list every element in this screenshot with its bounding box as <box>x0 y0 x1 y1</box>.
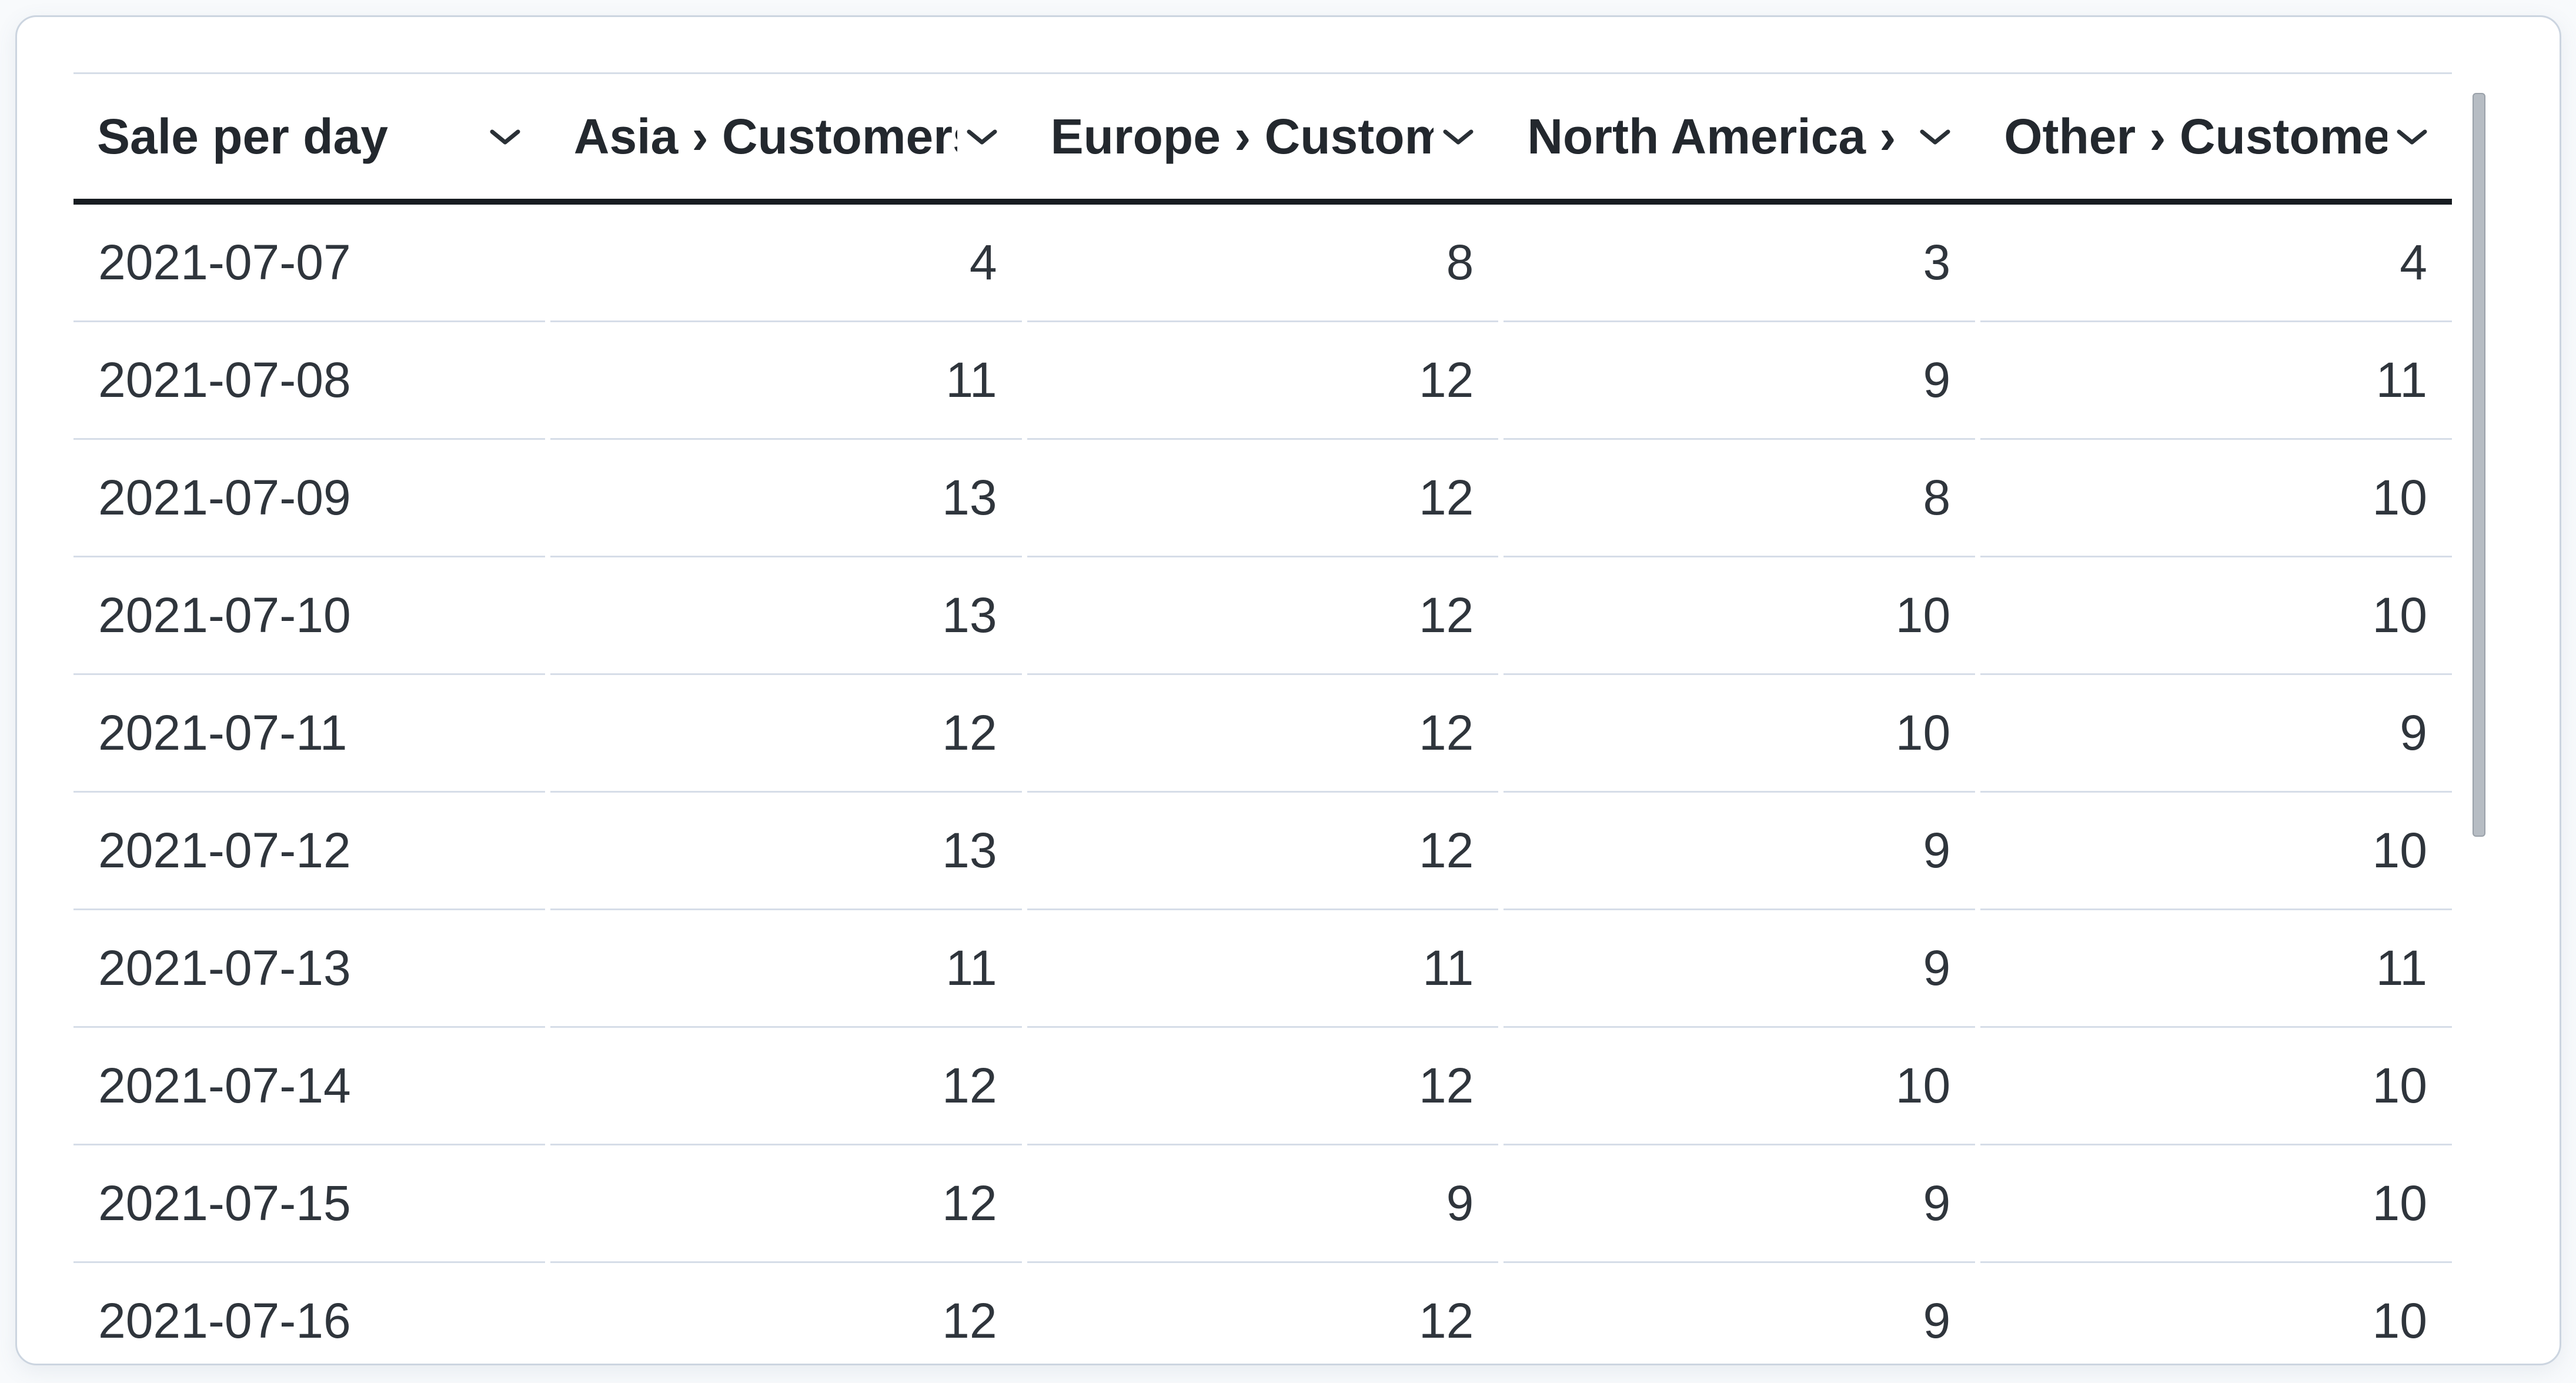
value-cell[interactable]: 9 <box>1980 675 2452 793</box>
date-cell[interactable]: 2021-07-12 <box>73 793 545 910</box>
value-cell[interactable]: 10 <box>1503 557 1976 675</box>
value-cell[interactable]: 12 <box>1027 557 1499 675</box>
table-row: 2021-07-08 11 12 9 11 <box>73 322 2452 440</box>
value-cell[interactable]: 9 <box>1503 793 1976 910</box>
value-cell[interactable]: 9 <box>1503 1263 1975 1364</box>
date-cell[interactable]: 2021-07-09 <box>73 440 545 557</box>
value-cell[interactable]: 9 <box>1503 910 1976 1028</box>
chevron-down-icon[interactable] <box>489 127 522 146</box>
value-cell[interactable]: 11 <box>1980 322 2452 440</box>
table-row: 2021-07-13 11 11 9 11 <box>73 910 2452 1028</box>
value-cell[interactable]: 12 <box>1027 440 1499 557</box>
table-body: 2021-07-07 4 8 3 4 2021-07-08 11 12 9 11… <box>73 205 2452 1364</box>
date-cell[interactable]: 2021-07-08 <box>73 322 545 440</box>
value-cell[interactable]: 12 <box>1027 322 1499 440</box>
value-cell[interactable]: 12 <box>550 675 1022 793</box>
column-header-label: Sale per day <box>97 108 388 164</box>
value-cell[interactable]: 10 <box>1980 1263 2452 1364</box>
value-cell[interactable]: 10 <box>1980 557 2452 675</box>
value-cell[interactable]: 12 <box>1027 675 1499 793</box>
value-cell[interactable]: 10 <box>1503 1028 1976 1145</box>
value-cell[interactable]: 11 <box>550 322 1022 440</box>
value-cell[interactable]: 10 <box>1503 675 1976 793</box>
chevron-down-icon[interactable] <box>965 127 998 146</box>
value-cell[interactable]: 9 <box>1503 1145 1976 1263</box>
value-cell[interactable]: 13 <box>550 793 1022 910</box>
chevron-down-icon[interactable] <box>1442 127 1475 146</box>
table-row: 2021-07-15 12 9 9 10 <box>73 1145 2452 1263</box>
table-row: 2021-07-14 12 12 10 10 <box>73 1028 2452 1145</box>
value-cell[interactable]: 9 <box>1503 322 1976 440</box>
value-cell[interactable]: 11 <box>1027 910 1499 1028</box>
date-cell[interactable]: 2021-07-10 <box>73 557 545 675</box>
chevron-down-icon[interactable] <box>1919 127 1952 146</box>
column-header-label: North America › Customers <box>1527 108 1910 164</box>
value-cell[interactable]: 8 <box>1027 205 1499 322</box>
column-header-label: Other › Customers <box>2004 108 2387 164</box>
value-cell[interactable]: 11 <box>1980 910 2452 1028</box>
value-cell[interactable]: 4 <box>1980 205 2452 322</box>
chevron-down-icon[interactable] <box>2395 127 2428 146</box>
column-header-asia-customers[interactable]: Asia › Customers <box>550 74 1022 199</box>
value-cell[interactable]: 12 <box>1027 1028 1499 1145</box>
table-header-row: Sale per day Asia › Customers Europe › C… <box>73 72 2452 205</box>
value-cell[interactable]: 12 <box>1027 793 1499 910</box>
table-row: 2021-07-16 12 12 9 10 <box>73 1263 2452 1364</box>
date-cell[interactable]: 2021-07-07 <box>73 205 545 322</box>
vertical-scrollbar-thumb[interactable] <box>2473 93 2485 837</box>
value-cell[interactable]: 10 <box>1980 1028 2452 1145</box>
value-cell[interactable]: 10 <box>1980 440 2452 557</box>
table-row: 2021-07-11 12 12 10 9 <box>73 675 2452 793</box>
column-header-sale-per-day[interactable]: Sale per day <box>73 74 545 199</box>
value-cell[interactable]: 10 <box>1980 793 2452 910</box>
value-cell[interactable]: 13 <box>550 557 1022 675</box>
value-cell[interactable]: 3 <box>1503 205 1976 322</box>
date-cell[interactable]: 2021-07-13 <box>73 910 545 1028</box>
data-table: Sale per day Asia › Customers Europe › C… <box>73 72 2452 1364</box>
table-row: 2021-07-10 13 12 10 10 <box>73 557 2452 675</box>
table-row: 2021-07-07 4 8 3 4 <box>73 205 2452 322</box>
date-cell[interactable]: 2021-07-14 <box>73 1028 545 1145</box>
value-cell[interactable]: 10 <box>1980 1145 2452 1263</box>
value-cell[interactable]: 12 <box>550 1028 1022 1145</box>
column-header-label: Europe › Customers <box>1050 108 1434 164</box>
table-row: 2021-07-12 13 12 9 10 <box>73 793 2452 910</box>
value-cell[interactable]: 13 <box>550 440 1022 557</box>
date-cell[interactable]: 2021-07-11 <box>73 675 545 793</box>
table-row: 2021-07-09 13 12 8 10 <box>73 440 2452 557</box>
value-cell[interactable]: 12 <box>550 1145 1022 1263</box>
date-cell[interactable]: 2021-07-15 <box>73 1145 545 1263</box>
value-cell[interactable]: 12 <box>550 1263 1022 1364</box>
value-cell[interactable]: 12 <box>1027 1263 1499 1364</box>
column-header-north-america-customers[interactable]: North America › Customers <box>1503 74 1975 199</box>
value-cell[interactable]: 11 <box>550 910 1022 1028</box>
value-cell[interactable]: 4 <box>550 205 1022 322</box>
result-card: Sale per day Asia › Customers Europe › C… <box>15 15 2561 1365</box>
column-header-other-customers[interactable]: Other › Customers <box>1980 74 2452 199</box>
column-header-label: Asia › Customers <box>573 108 957 164</box>
date-cell[interactable]: 2021-07-16 <box>73 1263 545 1364</box>
column-header-europe-customers[interactable]: Europe › Customers <box>1027 74 1499 199</box>
value-cell[interactable]: 9 <box>1027 1145 1499 1263</box>
value-cell[interactable]: 8 <box>1503 440 1976 557</box>
